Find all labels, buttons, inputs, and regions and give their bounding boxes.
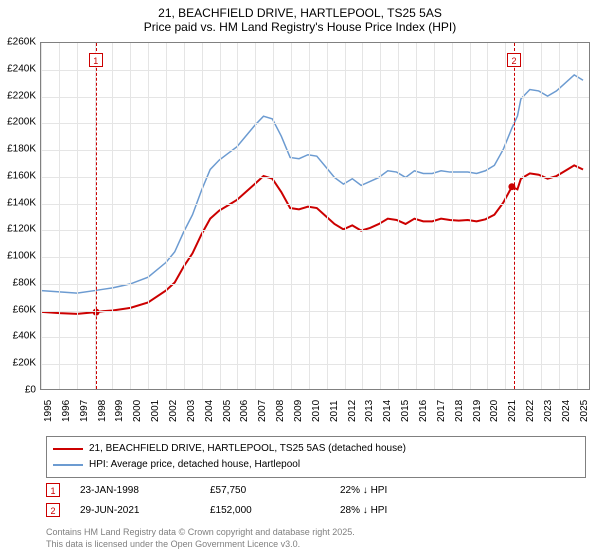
sale-row-price: £57,750 — [210, 485, 340, 496]
x-tick-label: 2013 — [364, 400, 375, 422]
x-tick-label: 2004 — [204, 400, 215, 422]
sale-data-rows: 1 23-JAN-1998£57,75022% ↓ HPI 2 29-JUN-2021… — [46, 480, 586, 520]
x-tick-label: 2017 — [436, 400, 447, 422]
y-tick-label: £140K — [7, 197, 36, 208]
x-tick-label: 2024 — [561, 400, 572, 422]
x-tick-label: 1996 — [61, 400, 72, 422]
footer-line2: This data is licensed under the Open Gov… — [46, 538, 586, 550]
y-tick-label: £220K — [7, 90, 36, 101]
x-tick-label: 2016 — [418, 400, 429, 422]
x-tick-label: 2009 — [293, 400, 304, 422]
x-tick-label: 2020 — [489, 400, 500, 422]
y-axis-labels: £0£20K£40K£60K£80K£100K£120K£140K£160K£1… — [0, 42, 38, 390]
sale-row-delta: 22% ↓ HPI — [340, 485, 470, 496]
y-tick-label: £160K — [7, 170, 36, 181]
legend-row: 21, BEACHFIELD DRIVE, HARTLEPOOL, TS25 5… — [53, 441, 579, 457]
y-tick-label: £240K — [7, 63, 36, 74]
x-tick-label: 2019 — [472, 400, 483, 422]
marker-box: 1 — [89, 53, 103, 67]
x-tick-label: 2025 — [579, 400, 590, 422]
y-tick-label: £40K — [13, 331, 36, 342]
sale-row-marker: 2 — [46, 503, 60, 517]
y-tick-label: £20K — [13, 358, 36, 369]
y-tick-label: £120K — [7, 224, 36, 235]
title-address: 21, BEACHFIELD DRIVE, HARTLEPOOL, TS25 5… — [0, 6, 600, 20]
sale-row-delta: 28% ↓ HPI — [340, 505, 470, 516]
chart-plot-area: 12 — [40, 42, 590, 390]
x-tick-label: 2018 — [454, 400, 465, 422]
x-tick-label: 2010 — [311, 400, 322, 422]
x-tick-label: 2000 — [132, 400, 143, 422]
y-tick-label: £100K — [7, 251, 36, 262]
legend-label: HPI: Average price, detached house, Hart… — [89, 457, 300, 473]
y-tick-label: £200K — [7, 117, 36, 128]
y-tick-label: £60K — [13, 304, 36, 315]
y-tick-label: £80K — [13, 277, 36, 288]
x-tick-label: 2003 — [186, 400, 197, 422]
y-tick-label: £180K — [7, 144, 36, 155]
y-tick-label: £0 — [25, 385, 36, 396]
series-price_paid — [42, 165, 583, 313]
marker-box: 2 — [507, 53, 521, 67]
marker-line — [514, 43, 515, 389]
x-tick-label: 2014 — [382, 400, 393, 422]
legend-row: HPI: Average price, detached house, Hart… — [53, 457, 579, 473]
x-tick-label: 2012 — [347, 400, 358, 422]
sale-row-marker: 1 — [46, 483, 60, 497]
y-tick-label: £260K — [7, 37, 36, 48]
footer-attribution: Contains HM Land Registry data © Crown c… — [46, 526, 586, 550]
sale-row-date: 23-JAN-1998 — [80, 485, 210, 496]
legend-label: 21, BEACHFIELD DRIVE, HARTLEPOOL, TS25 5… — [89, 441, 406, 457]
x-tick-label: 1999 — [114, 400, 125, 422]
sale-row: 2 29-JUN-2021£152,00028% ↓ HPI — [46, 500, 586, 520]
x-tick-label: 2015 — [400, 400, 411, 422]
x-tick-label: 1997 — [79, 400, 90, 422]
x-tick-label: 2011 — [329, 400, 340, 422]
x-tick-label: 1998 — [97, 400, 108, 422]
legend-swatch — [53, 464, 83, 466]
x-tick-label: 2023 — [543, 400, 554, 422]
footer-line1: Contains HM Land Registry data © Crown c… — [46, 526, 586, 538]
legend-swatch — [53, 448, 83, 450]
title-subtitle: Price paid vs. HM Land Registry's House … — [0, 20, 600, 34]
x-tick-label: 2002 — [168, 400, 179, 422]
legend-box: 21, BEACHFIELD DRIVE, HARTLEPOOL, TS25 5… — [46, 436, 586, 478]
sale-row-price: £152,000 — [210, 505, 340, 516]
x-tick-label: 2007 — [257, 400, 268, 422]
sale-row-date: 29-JUN-2021 — [80, 505, 210, 516]
x-tick-label: 1995 — [43, 400, 54, 422]
x-tick-label: 2021 — [507, 400, 518, 422]
series-hpi — [42, 75, 583, 293]
x-tick-label: 2022 — [525, 400, 536, 422]
x-tick-label: 2008 — [275, 400, 286, 422]
x-tick-label: 2006 — [239, 400, 250, 422]
x-tick-label: 2001 — [150, 400, 161, 422]
marker-line — [96, 43, 97, 389]
chart-title-block: 21, BEACHFIELD DRIVE, HARTLEPOOL, TS25 5… — [0, 0, 600, 36]
sale-row: 1 23-JAN-1998£57,75022% ↓ HPI — [46, 480, 586, 500]
x-tick-label: 2005 — [222, 400, 233, 422]
x-axis-labels: 1995 1996 1997 1998 1999 2000 2001 2002 2003 2004… — [40, 392, 590, 432]
